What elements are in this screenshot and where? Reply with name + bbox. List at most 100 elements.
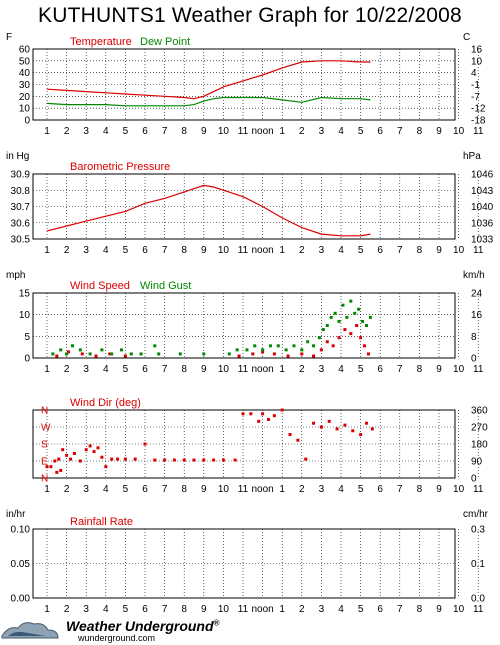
time-label: 8 <box>417 364 423 375</box>
data-point <box>349 332 353 336</box>
data-point <box>92 450 96 454</box>
data-point <box>80 352 84 356</box>
data-point <box>329 315 333 319</box>
time-label: 7 <box>162 364 168 375</box>
data-point <box>212 458 216 462</box>
data-point <box>51 352 55 356</box>
time-label: 5 <box>358 245 364 256</box>
time-label: 2 <box>299 364 305 375</box>
y-tick-left: 0 <box>24 354 30 365</box>
unit-left: F <box>6 32 12 43</box>
data-point <box>364 324 368 327</box>
time-label: 5 <box>123 604 129 615</box>
y-tick-right: 1043 <box>471 186 494 197</box>
time-label: 7 <box>162 245 168 256</box>
series-line-dew-point <box>46 96 371 107</box>
time-label: 6 <box>142 245 148 256</box>
time-label: 2 <box>299 126 305 137</box>
time-label: 10 <box>218 604 230 615</box>
y-tick-left: 0.10 <box>11 525 31 536</box>
time-label: 4 <box>103 604 109 615</box>
y-tick-left: 40 <box>19 68 31 79</box>
time-label: 1 <box>44 364 50 375</box>
data-point <box>288 433 292 437</box>
data-point <box>153 458 157 462</box>
data-point <box>312 344 316 348</box>
time-label: 2 <box>299 604 305 615</box>
time-label: 4 <box>338 245 344 256</box>
data-point <box>359 336 363 340</box>
data-point <box>139 352 143 356</box>
time-label: noon <box>251 484 273 495</box>
time-label: 8 <box>181 245 187 256</box>
y-tick-right: 0 <box>471 474 477 485</box>
time-label: 11 <box>473 484 484 495</box>
time-label: 6 <box>377 484 383 495</box>
unit-left: in/hr <box>6 509 26 520</box>
chart-title: Barometric Pressure <box>70 161 170 173</box>
data-point <box>78 348 82 352</box>
time-label: 1 <box>279 484 285 495</box>
data-point <box>94 354 98 358</box>
y-tick-right: 90 <box>471 457 483 468</box>
data-point <box>202 458 206 462</box>
data-point <box>364 421 368 425</box>
time-label: 11 <box>473 126 484 137</box>
time-label: 11 <box>473 364 484 375</box>
data-point <box>312 421 316 425</box>
y-tick-right: 1046 <box>471 170 494 181</box>
time-label: 5 <box>123 484 129 495</box>
time-label: 1 <box>44 484 50 495</box>
data-point <box>143 442 147 446</box>
time-label: 2 <box>299 245 305 256</box>
data-point <box>88 444 92 448</box>
y-tick-left: 30 <box>19 80 31 91</box>
time-label: 5 <box>358 364 364 375</box>
time-label: 10 <box>453 126 465 137</box>
time-label: 10 <box>218 245 230 256</box>
data-point <box>133 457 137 461</box>
y-tick-right: 0.1 <box>471 559 485 570</box>
time-label: 4 <box>338 484 344 495</box>
data-point <box>227 352 231 356</box>
time-label: 9 <box>201 126 207 137</box>
time-label: 2 <box>64 484 70 495</box>
time-label: 6 <box>142 604 148 615</box>
data-point <box>110 457 114 461</box>
time-label: 4 <box>103 364 109 375</box>
data-point <box>104 465 108 469</box>
data-point <box>331 344 335 348</box>
data-point <box>233 458 237 462</box>
trademark: ® <box>213 618 220 628</box>
time-label: 6 <box>377 364 383 375</box>
time-label: 7 <box>397 126 403 137</box>
time-label: 5 <box>123 126 129 137</box>
data-point <box>272 352 276 356</box>
time-label: 3 <box>319 364 325 375</box>
data-point <box>353 311 357 315</box>
time-label: 5 <box>123 364 129 375</box>
graph-title: KUTHUNTS1 Weather Graph for 10/22/2008 <box>38 4 462 27</box>
data-point <box>253 344 257 348</box>
data-point <box>319 425 323 429</box>
time-label: 9 <box>436 126 442 137</box>
unit-left: in Hg <box>6 151 29 162</box>
data-point <box>333 311 337 315</box>
data-point <box>343 423 347 427</box>
data-point <box>359 433 363 437</box>
data-point <box>67 350 71 354</box>
data-point <box>284 348 288 352</box>
data-point <box>65 352 69 356</box>
time-label: 3 <box>319 126 325 137</box>
y-tick-right: 1036 <box>471 218 494 229</box>
data-point <box>59 348 63 352</box>
y-tick-left: 20 <box>19 92 31 103</box>
time-label: 3 <box>83 604 89 615</box>
time-label: noon <box>251 364 273 375</box>
data-point <box>45 465 49 469</box>
time-label: 3 <box>83 364 89 375</box>
data-point <box>363 344 367 348</box>
data-point <box>172 458 176 462</box>
data-point <box>361 319 365 323</box>
data-point <box>366 352 370 356</box>
